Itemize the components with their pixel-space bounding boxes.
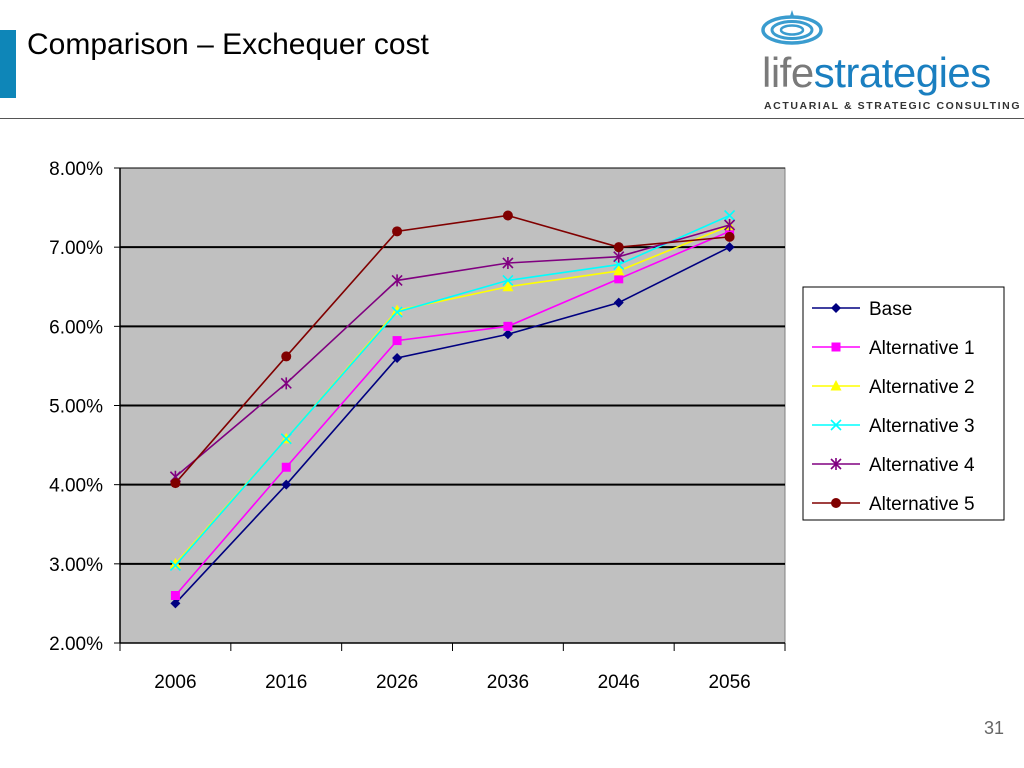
- data-point: [170, 591, 180, 600]
- legend-marker: [830, 419, 842, 431]
- x-tick-label: 2016: [265, 672, 307, 693]
- data-point: [281, 462, 291, 472]
- legend-item: Alternative 2: [812, 377, 975, 398]
- data-point: [502, 210, 513, 221]
- legend-label: Alternative 2: [869, 377, 975, 398]
- legend-item: Alternative 4: [812, 455, 975, 476]
- data-point: [392, 353, 403, 363]
- x-tick-label: 2006: [154, 672, 196, 693]
- series-base: [170, 242, 735, 609]
- y-tick-label: 4.00%: [49, 476, 103, 497]
- legend-marker: [830, 380, 842, 391]
- data-point: [391, 274, 403, 287]
- data-point: [613, 242, 624, 253]
- logo-tagline: ACTUARIAL & STRATEGIC CONSULTING: [764, 100, 1022, 112]
- data-point: [613, 264, 625, 276]
- data-point: [391, 306, 403, 318]
- legend-label: Alternative 5: [869, 494, 975, 515]
- y-tick-label: 6.00%: [49, 317, 103, 338]
- data-point: [169, 557, 181, 569]
- slide-title: Comparison – Exchequer cost: [27, 28, 429, 61]
- logo-text-light: life: [762, 49, 814, 96]
- company-logo: lifestrategies ACTUARIAL & STRATEGIC CON…: [758, 10, 1020, 114]
- x-tick-label: 2046: [598, 672, 640, 693]
- legend-item: Base: [812, 299, 912, 320]
- series-line-alternative-5: [174, 214, 730, 484]
- data-point: [280, 377, 292, 390]
- y-tick-label: 7.00%: [49, 238, 103, 259]
- data-point: [391, 304, 403, 315]
- data-point: [502, 257, 514, 269]
- data-point: [614, 274, 624, 284]
- data-point: [724, 231, 735, 242]
- legend-label: Alternative 3: [869, 416, 975, 437]
- series-alternative-4: [169, 219, 736, 483]
- data-point: [724, 242, 735, 253]
- legend-box: [802, 286, 1005, 521]
- data-point: [502, 274, 514, 286]
- series-line-alternative-3: [174, 214, 730, 566]
- legend-label: Alternative 1: [869, 338, 975, 359]
- series-line-base: [174, 246, 730, 604]
- x-tick-label: 2036: [487, 672, 529, 693]
- data-point: [169, 559, 181, 571]
- legend: Base Alternative 1 Alternative 2 Alternativ…: [802, 286, 1005, 521]
- y-tick-label: 3.00%: [49, 555, 103, 576]
- legend-item: Alternative 1: [812, 338, 975, 359]
- logo-text-bold: strategies: [813, 49, 992, 96]
- x-tick-label: 2056: [708, 672, 750, 693]
- data-point: [170, 478, 181, 489]
- legend-item: Alternative 5: [812, 494, 975, 515]
- y-tick-label: 2.00%: [49, 634, 103, 655]
- series-alternative-3: [169, 209, 736, 571]
- data-point: [725, 226, 735, 236]
- legend-label: Alternative 4: [869, 455, 975, 476]
- x-tick-label: 2026: [376, 672, 418, 693]
- data-point: [280, 433, 292, 445]
- legend-item: Alternative 3: [812, 416, 975, 437]
- page-number: 31: [983, 718, 1004, 738]
- legend-marker: [831, 498, 841, 508]
- title-accent-bar: [0, 30, 16, 98]
- data-point: [502, 280, 514, 292]
- data-point: [613, 259, 625, 271]
- y-tick-label: 5.00%: [49, 397, 103, 418]
- data-point: [392, 226, 403, 237]
- series-line-alternative-1: [174, 230, 730, 597]
- data-point: [281, 479, 292, 490]
- logo-wordmark: lifestrategies: [762, 52, 991, 94]
- data-point: [724, 219, 736, 231]
- data-point: [170, 598, 181, 609]
- data-point: [503, 321, 513, 331]
- y-tick-label: 8.00%: [49, 159, 103, 180]
- legend-marker: [831, 342, 841, 352]
- water-ripple-icon: [761, 10, 823, 45]
- series-alternative-5: [170, 210, 735, 489]
- legend-label: Base: [869, 299, 912, 320]
- data-point: [613, 297, 624, 308]
- header-divider: [0, 118, 1024, 119]
- data-point: [724, 209, 736, 222]
- legend-marker: [830, 458, 842, 470]
- series-line-alternative-4: [174, 224, 730, 478]
- data-point: [281, 351, 292, 362]
- data-point: [613, 250, 625, 263]
- data-point: [502, 329, 513, 340]
- series-alternative-1: [170, 226, 735, 600]
- data-point: [392, 336, 402, 346]
- legend-marker: [831, 303, 841, 313]
